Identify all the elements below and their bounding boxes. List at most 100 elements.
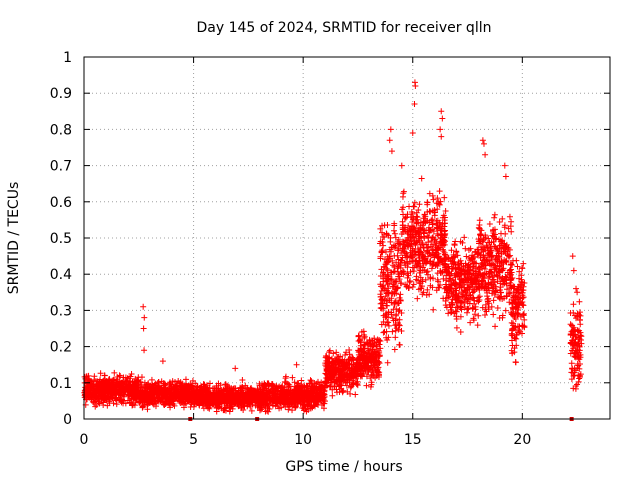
data-point xyxy=(575,378,582,385)
x-tick-label: 10 xyxy=(294,432,312,448)
data-point xyxy=(398,328,405,335)
data-point xyxy=(285,406,292,413)
data-point xyxy=(102,387,109,394)
x-tick-label: 15 xyxy=(404,432,422,448)
data-point xyxy=(387,126,394,133)
data-point xyxy=(109,381,116,388)
data-point xyxy=(209,401,216,408)
data-point xyxy=(520,312,527,319)
data-point xyxy=(192,380,199,387)
data-point xyxy=(513,257,520,264)
x-axis-label: GPS time / hours xyxy=(285,459,402,475)
data-point xyxy=(409,130,416,137)
data-point xyxy=(129,400,136,407)
data-point xyxy=(224,382,231,389)
data-point xyxy=(170,385,177,392)
data-point xyxy=(479,137,486,144)
chart-title: Day 145 of 2024, SRMTID for receiver qll… xyxy=(197,20,492,36)
data-point xyxy=(396,341,403,348)
data-point xyxy=(113,387,120,394)
data-point xyxy=(412,82,419,89)
data-point xyxy=(92,403,99,410)
data-point xyxy=(474,322,481,329)
data-point xyxy=(198,395,205,402)
data-point xyxy=(388,148,395,155)
data-point xyxy=(149,400,156,407)
data-point xyxy=(509,304,516,311)
data-point xyxy=(249,397,256,404)
data-point xyxy=(242,392,249,399)
data-point xyxy=(152,382,159,389)
data-point xyxy=(146,383,153,390)
data-point xyxy=(140,303,147,310)
data-point xyxy=(481,312,488,319)
data-point xyxy=(492,323,499,330)
data-point xyxy=(238,389,245,396)
data-point xyxy=(116,372,123,379)
data-point xyxy=(411,199,418,206)
data-point xyxy=(496,218,503,225)
data-point xyxy=(502,307,509,314)
data-point xyxy=(234,397,241,404)
data-point xyxy=(200,392,207,399)
data-point xyxy=(307,377,314,384)
data-point xyxy=(326,347,333,354)
data-point xyxy=(223,390,230,397)
data-point xyxy=(230,390,237,396)
data-point xyxy=(153,391,160,398)
data-point xyxy=(396,316,403,323)
data-point xyxy=(238,384,245,391)
data-point xyxy=(438,108,445,115)
data-point xyxy=(99,395,106,402)
data-point xyxy=(567,310,574,317)
data-point xyxy=(389,328,396,335)
data-point xyxy=(111,369,118,376)
data-point xyxy=(570,301,577,308)
data-point xyxy=(158,378,165,385)
data-point xyxy=(144,391,151,398)
data-point xyxy=(182,376,189,383)
data-point xyxy=(574,289,581,296)
data-point xyxy=(141,347,148,354)
data-point xyxy=(226,404,233,411)
data-point xyxy=(363,382,370,389)
data-point xyxy=(486,220,493,227)
data-point xyxy=(573,285,580,292)
data-point xyxy=(221,405,228,412)
data-point xyxy=(182,386,189,393)
data-point xyxy=(120,400,127,407)
data-point xyxy=(194,384,201,391)
data-point xyxy=(190,388,197,395)
data-point xyxy=(352,391,359,398)
data-point xyxy=(209,385,216,392)
data-point xyxy=(518,264,525,271)
data-point xyxy=(490,311,497,318)
data-point xyxy=(441,194,448,201)
data-point xyxy=(124,397,131,404)
data-point xyxy=(166,399,173,406)
data-point xyxy=(407,277,414,284)
data-point xyxy=(162,400,169,407)
data-point xyxy=(206,384,213,391)
data-point xyxy=(242,382,249,389)
data-point xyxy=(220,393,227,400)
data-point xyxy=(384,359,391,366)
data-point xyxy=(330,350,337,357)
data-point xyxy=(436,188,443,195)
data-point xyxy=(125,380,132,387)
data-point xyxy=(390,227,397,234)
data-point xyxy=(141,399,148,406)
data-point xyxy=(95,398,102,405)
data-point xyxy=(239,377,246,384)
data-point xyxy=(164,386,171,393)
data-point xyxy=(387,238,394,245)
data-point xyxy=(178,398,185,405)
x-tick-label: 20 xyxy=(513,432,531,448)
data-point xyxy=(161,402,168,409)
data-point xyxy=(576,298,583,305)
data-point xyxy=(398,162,405,169)
data-point xyxy=(574,381,581,388)
data-point xyxy=(185,393,192,400)
data-point xyxy=(232,365,239,372)
